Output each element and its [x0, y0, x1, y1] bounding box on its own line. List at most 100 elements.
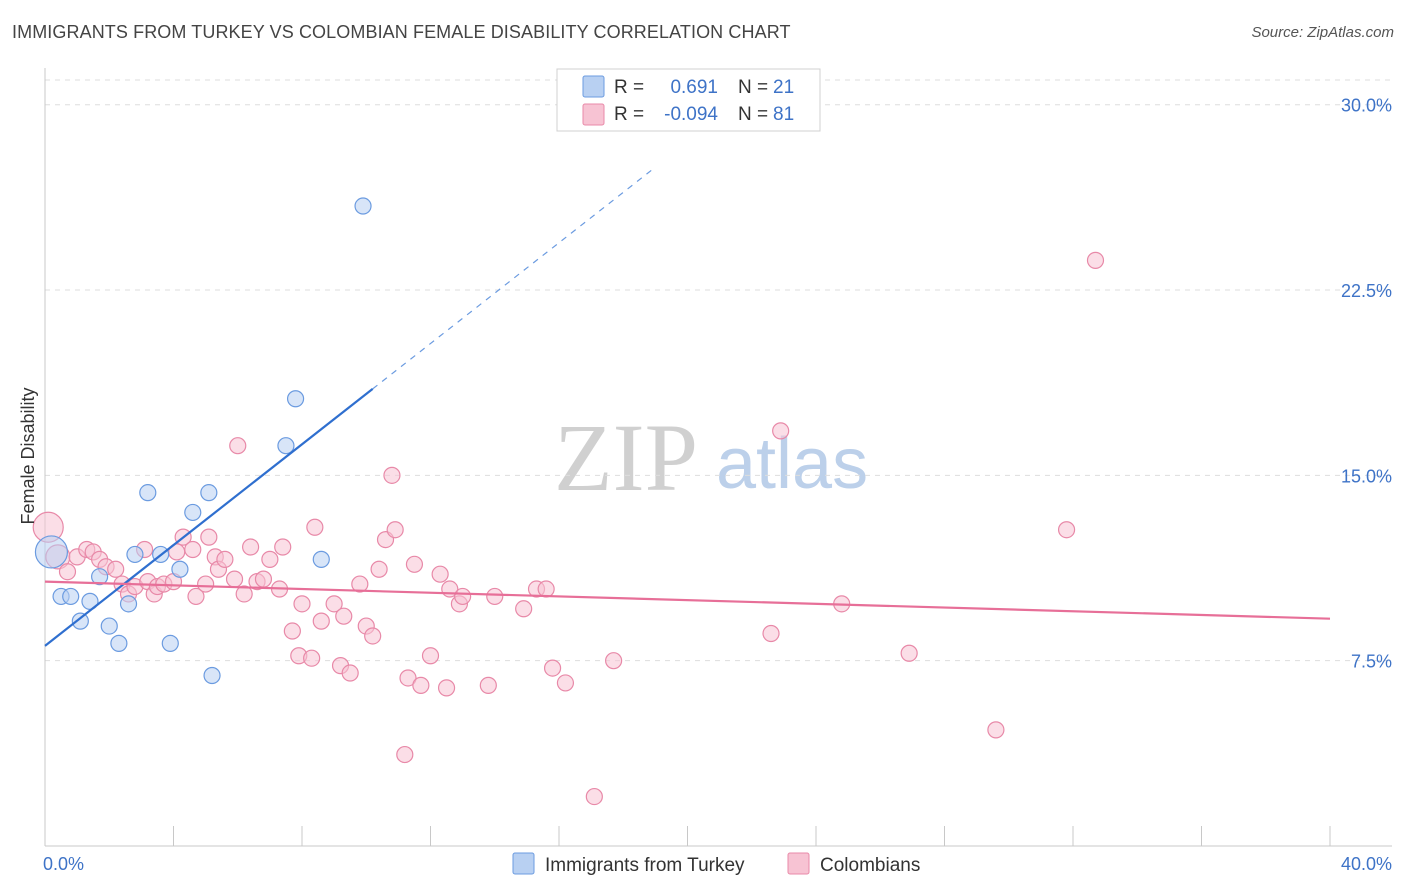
colombians-point: [184, 540, 202, 559]
colombians-point: [399, 669, 417, 687]
colombians-point: [515, 600, 533, 618]
bottom-legend-label-turkey: Immigrants from Turkey: [545, 855, 745, 876]
legend-r-label-1: R =: [614, 77, 644, 98]
legend-swatch-colombians: [582, 103, 605, 126]
colombians-point: [605, 652, 623, 670]
colombians-point: [235, 585, 253, 603]
turkey-point: [200, 484, 218, 502]
colombians-point: [306, 518, 324, 536]
colombians-point: [585, 787, 603, 806]
turkey-point: [184, 503, 202, 522]
colombians-point: [370, 560, 388, 578]
colombians-point: [325, 595, 343, 613]
colombians-point: [242, 538, 260, 556]
turkey-point: [203, 666, 221, 685]
colombians-point: [762, 624, 780, 643]
y-axis-label: Female Disability: [18, 387, 38, 524]
colombians-point: [437, 679, 456, 697]
x-tick-label-min: 0.0%: [43, 854, 84, 874]
colombians-point: [486, 587, 504, 606]
colombians-points: [32, 251, 1105, 806]
colombians-point: [335, 607, 353, 625]
colombians-point: [772, 422, 790, 440]
turkey-point: [312, 550, 330, 568]
turkey-point: [277, 437, 295, 455]
grid-lines: 7.5% 15.0% 22.5% 30.0%: [45, 79, 1392, 672]
bottom-legend-swatch-turkey: [512, 852, 535, 875]
colombians-point: [383, 466, 401, 484]
turkey-point: [139, 484, 157, 502]
colombians-point: [431, 565, 449, 583]
colombians-point: [216, 550, 234, 568]
y-tick-label: 7.5%: [1351, 652, 1392, 672]
y-tick-label: 22.5%: [1341, 281, 1392, 301]
colombians-point: [405, 555, 424, 573]
watermark-zip: ZIP: [554, 404, 698, 511]
colombians-point: [303, 649, 321, 667]
turkey-points: [34, 197, 372, 685]
turkey-point: [91, 568, 109, 586]
legend-swatch-turkey: [582, 75, 605, 98]
colombians-point: [537, 580, 555, 598]
turkey-point: [71, 612, 89, 630]
chart-title: IMMIGRANTS FROM TURKEY VS COLOMBIAN FEMA…: [12, 22, 791, 42]
bottom-legend-swatch-colombians: [787, 852, 810, 875]
legend-n-value-1: 21: [773, 77, 794, 98]
colombians-point: [396, 745, 414, 764]
axes: 0.0% 40.0%: [43, 68, 1392, 874]
turkey-point: [100, 617, 118, 635]
y-tick-label: 15.0%: [1341, 466, 1392, 486]
colombians-point: [107, 560, 125, 578]
colombians-point: [1086, 251, 1105, 269]
colombians-point: [261, 550, 279, 568]
colombians-point: [1057, 521, 1076, 539]
turkey-point: [34, 535, 69, 569]
colombians-trend-line: [44, 580, 1331, 620]
turkey-point: [354, 197, 372, 215]
turkey-point: [161, 634, 179, 652]
colombians-point: [454, 587, 472, 606]
source-label: Source: ZipAtlas.com: [1251, 24, 1394, 41]
colombians-point: [312, 612, 330, 630]
y-tick-label: 30.0%: [1341, 96, 1392, 116]
turkey-point: [286, 390, 305, 408]
turkey-point: [119, 595, 138, 613]
colombians-point: [556, 674, 575, 692]
colombians-point: [58, 563, 77, 581]
colombians-point: [364, 627, 382, 645]
watermark-atlas: atlas: [716, 424, 868, 504]
turkey-point: [62, 587, 80, 606]
colombians-point: [351, 575, 369, 593]
legend-r-value-1: 0.691: [670, 77, 718, 98]
colombians-point: [283, 622, 301, 640]
correlation-legend: R = 0.691 N = 21 R = -0.094 N = 81: [556, 68, 821, 132]
colombians-point: [479, 676, 497, 694]
colombians-point: [341, 664, 359, 682]
legend-n-value-2: 81: [773, 104, 794, 125]
colombians-point: [200, 528, 218, 546]
turkey-point: [110, 634, 128, 652]
x-tick-label-max: 40.0%: [1341, 854, 1392, 874]
colombians-point: [421, 647, 440, 665]
colombians-point: [987, 721, 1005, 739]
turkey-point: [171, 560, 189, 578]
legend-n-label-2: N =: [738, 104, 768, 125]
series-legend: Immigrants from Turkey Colombians: [512, 852, 920, 876]
colombians-point: [225, 570, 244, 588]
trend-lines: [44, 166, 1331, 647]
colombians-point: [274, 538, 292, 556]
watermark: ZIP atlas: [554, 404, 868, 511]
colombians-point: [293, 595, 311, 613]
colombians-point: [197, 575, 215, 593]
colombians-point: [543, 659, 562, 677]
turkey-trend-line: [44, 388, 374, 647]
colombians-point: [229, 437, 247, 455]
legend-r-label-2: R =: [614, 104, 644, 125]
bottom-legend-label-colombians: Colombians: [820, 855, 920, 876]
colombians-point: [900, 644, 918, 662]
colombians-point: [187, 587, 205, 606]
colombians-point: [412, 676, 430, 694]
legend-r-value-2: -0.094: [664, 104, 718, 125]
colombians-point: [386, 521, 404, 539]
